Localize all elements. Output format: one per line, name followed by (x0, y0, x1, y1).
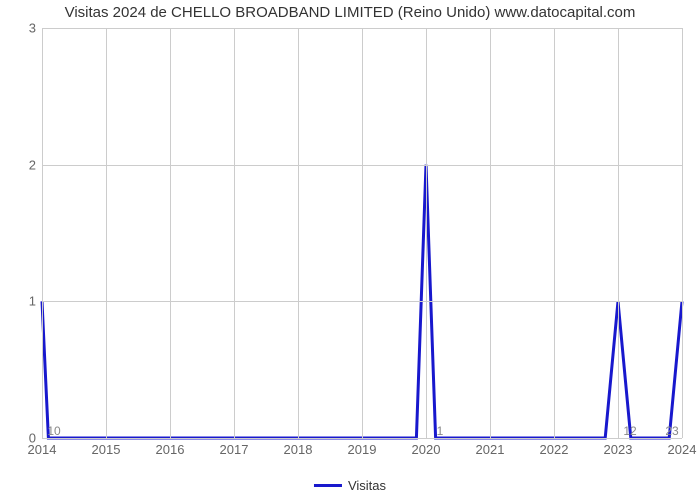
grid-vertical (298, 28, 299, 438)
x-tick-label: 2015 (92, 438, 121, 457)
legend-swatch (314, 484, 342, 487)
y-tick-label: 1 (29, 294, 42, 309)
x-tick-label: 2022 (540, 438, 569, 457)
grid-horizontal (42, 301, 682, 302)
grid-vertical (682, 28, 683, 438)
x-tick-label: 2018 (284, 438, 313, 457)
chart-title: Visitas 2024 de CHELLO BROADBAND LIMITED… (0, 4, 700, 21)
data-point-label: 1 (437, 424, 444, 438)
y-tick-label: 3 (29, 21, 42, 36)
grid-vertical (554, 28, 555, 438)
grid-vertical (170, 28, 171, 438)
x-tick-label: 2024 (668, 438, 697, 457)
x-tick-label: 2016 (156, 438, 185, 457)
x-tick-label: 2019 (348, 438, 377, 457)
grid-vertical (234, 28, 235, 438)
grid-vertical (42, 28, 43, 438)
x-tick-label: 2023 (604, 438, 633, 457)
grid-horizontal (42, 165, 682, 166)
grid-vertical (106, 28, 107, 438)
y-tick-label: 2 (29, 157, 42, 172)
grid-horizontal (42, 28, 682, 29)
grid-vertical (426, 28, 427, 438)
grid-horizontal (42, 438, 682, 439)
grid-vertical (490, 28, 491, 438)
x-tick-label: 2020 (412, 438, 441, 457)
plot-area: 2014201520162017201820192020202120222023… (42, 28, 682, 438)
x-tick-label: 2017 (220, 438, 249, 457)
x-tick-label: 2021 (476, 438, 505, 457)
grid-vertical (362, 28, 363, 438)
grid-vertical (618, 28, 619, 438)
y-tick-label: 0 (29, 431, 42, 446)
data-point-label: 10 (47, 424, 60, 438)
data-point-label: 23 (665, 424, 678, 438)
legend: Visitas (314, 478, 386, 493)
legend-label: Visitas (348, 478, 386, 493)
data-point-label: 12 (623, 424, 636, 438)
